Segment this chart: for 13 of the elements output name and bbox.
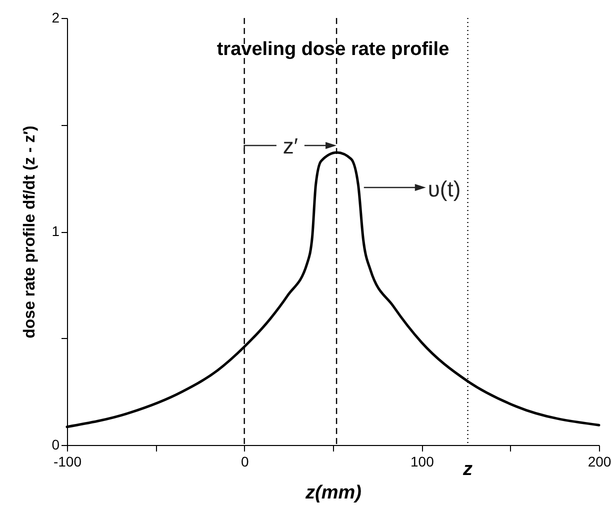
y-tick-label: 2 [52, 10, 60, 26]
text: traveling dose rate profile [216, 39, 450, 60]
annotation: υ(t) [428, 176, 461, 202]
y-axis-title: dose rate profile df/dt (z - z′) [22, 126, 39, 338]
x-tick-label: 0 [240, 454, 249, 470]
x-tick-label: 200 [588, 454, 611, 470]
y-tick-label: 1 [52, 223, 60, 239]
annotation: z′ [282, 134, 298, 159]
x-tick-label: -100 [53, 454, 82, 470]
x-axis-title: z(mm) [304, 482, 362, 504]
y-tick-label: 0 [52, 436, 60, 452]
x-tick-label: 100 [410, 454, 434, 470]
ref-line-label: z [462, 459, 474, 480]
